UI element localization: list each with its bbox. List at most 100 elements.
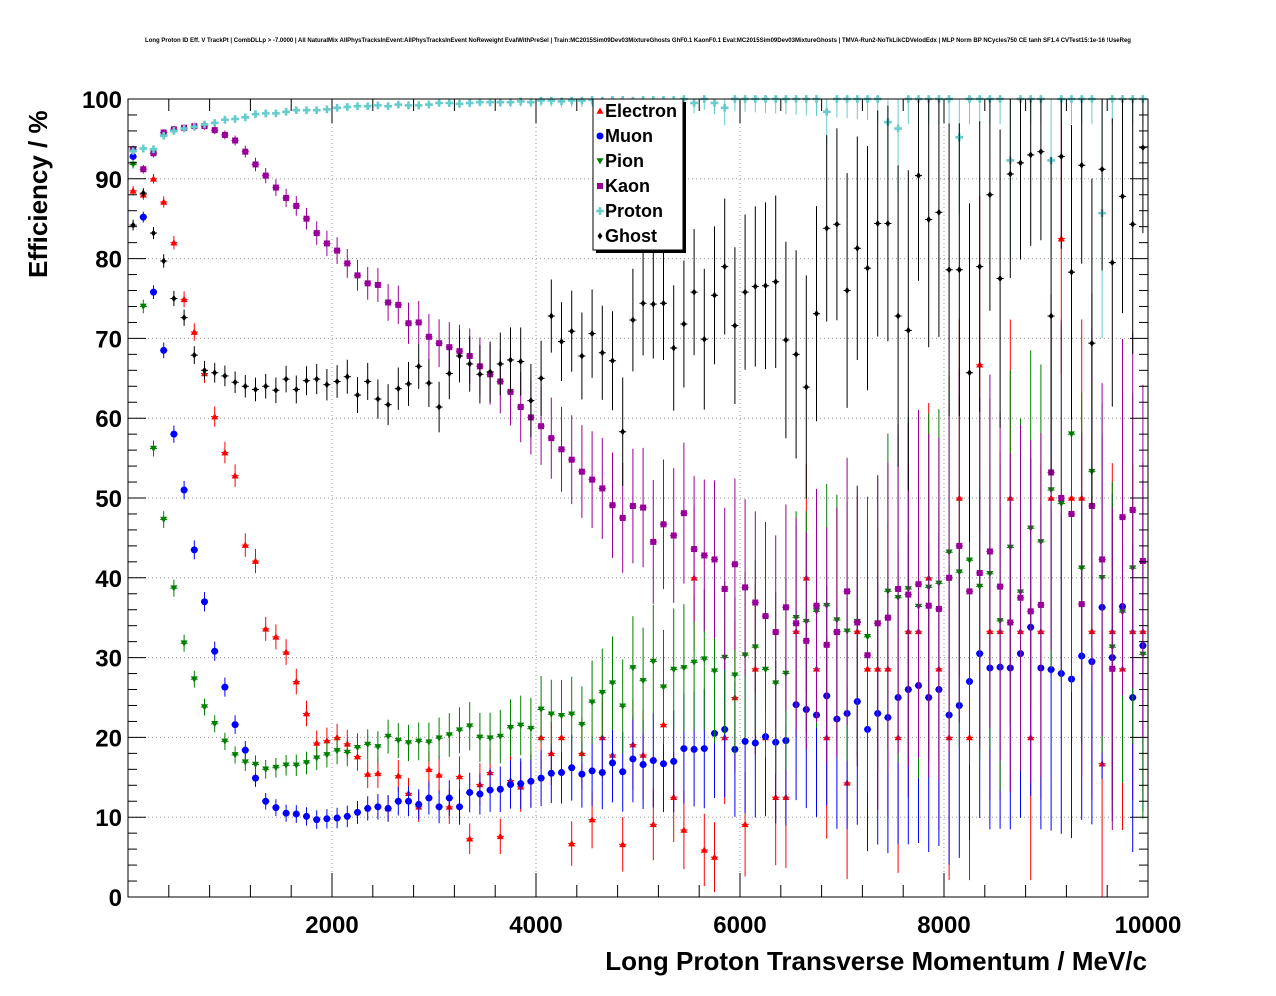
data-point	[670, 532, 677, 539]
data-point	[690, 99, 698, 107]
data-point	[466, 788, 474, 796]
data-point	[649, 820, 657, 828]
data-point	[813, 602, 820, 609]
data-point	[547, 711, 555, 718]
data-point	[997, 275, 1003, 283]
data-point	[905, 326, 911, 334]
data-point	[1089, 339, 1095, 347]
data-point	[416, 362, 422, 370]
data-point	[261, 109, 270, 118]
data-point	[354, 744, 361, 752]
data-point	[282, 762, 290, 769]
data-point	[212, 369, 218, 377]
data-point	[455, 99, 464, 108]
data-point	[354, 808, 361, 816]
data-point	[875, 219, 881, 227]
data-point	[1078, 601, 1085, 608]
data-point	[1017, 594, 1024, 601]
data-point	[691, 546, 698, 553]
data-point	[1139, 558, 1146, 565]
data-point	[486, 786, 494, 794]
data-point	[323, 105, 331, 114]
data-point	[712, 291, 717, 299]
data-point	[467, 360, 473, 368]
data-point	[313, 230, 320, 237]
data-point	[548, 435, 555, 442]
data-point	[180, 640, 188, 647]
data-point	[497, 360, 503, 368]
data-point	[160, 516, 168, 524]
data-point	[610, 357, 615, 365]
data-point	[905, 591, 912, 598]
data-point	[803, 637, 810, 644]
data-point	[508, 356, 513, 364]
data-point	[1109, 259, 1115, 267]
data-point	[671, 344, 677, 352]
data-point	[445, 794, 453, 802]
data-point	[313, 739, 321, 746]
data-point	[762, 613, 769, 620]
data-point	[681, 320, 687, 328]
data-point	[324, 381, 330, 389]
legend-entry: Kaon	[597, 176, 650, 196]
data-point	[742, 584, 749, 591]
data-point	[506, 98, 515, 107]
data-point	[885, 219, 891, 227]
data-point	[916, 172, 921, 180]
data-point	[476, 734, 484, 741]
data-point	[976, 570, 983, 577]
data-point	[997, 583, 1004, 590]
data-point	[700, 656, 708, 663]
data-point	[272, 804, 280, 812]
data-point	[1109, 665, 1116, 672]
data-point	[364, 741, 372, 749]
data-point	[343, 749, 351, 757]
data-point	[160, 198, 168, 205]
data-point	[139, 303, 147, 310]
data-point	[364, 770, 372, 777]
data-point	[1130, 220, 1136, 228]
data-point	[537, 96, 545, 105]
data-point	[292, 762, 300, 769]
data-point	[394, 737, 402, 745]
data-point	[282, 648, 290, 655]
data-point	[701, 335, 707, 343]
data-point	[253, 385, 258, 393]
data-point	[680, 510, 687, 517]
data-point	[282, 809, 290, 817]
data-point	[569, 327, 575, 335]
data-point	[690, 745, 698, 753]
data-point	[946, 574, 953, 581]
data-point	[262, 625, 270, 632]
legend-label: Electron	[605, 101, 677, 121]
data-point	[304, 377, 309, 385]
data-point	[202, 366, 207, 374]
data-point	[496, 785, 504, 793]
data-point	[406, 380, 411, 388]
data-point	[150, 445, 157, 453]
y-tick-label: 40	[95, 566, 122, 593]
data-point	[466, 723, 474, 730]
data-point	[660, 684, 667, 691]
data-point	[405, 797, 412, 805]
data-point	[639, 677, 647, 685]
legend-entry: Ghost	[597, 226, 657, 246]
data-point	[588, 816, 596, 823]
data-point	[773, 278, 779, 286]
data-point	[844, 287, 850, 295]
data-point	[129, 187, 137, 194]
data-point	[486, 735, 494, 742]
data-point	[161, 257, 167, 265]
data-point	[844, 588, 851, 595]
data-point	[1028, 151, 1034, 159]
data-point	[578, 468, 585, 475]
data-point	[211, 721, 219, 728]
data-point	[436, 340, 443, 347]
data-point	[865, 264, 870, 272]
data-point	[251, 110, 260, 119]
data-point	[241, 541, 249, 548]
data-point	[517, 780, 525, 788]
data-point	[466, 835, 474, 842]
data-point	[701, 552, 708, 559]
data-point	[425, 739, 433, 746]
